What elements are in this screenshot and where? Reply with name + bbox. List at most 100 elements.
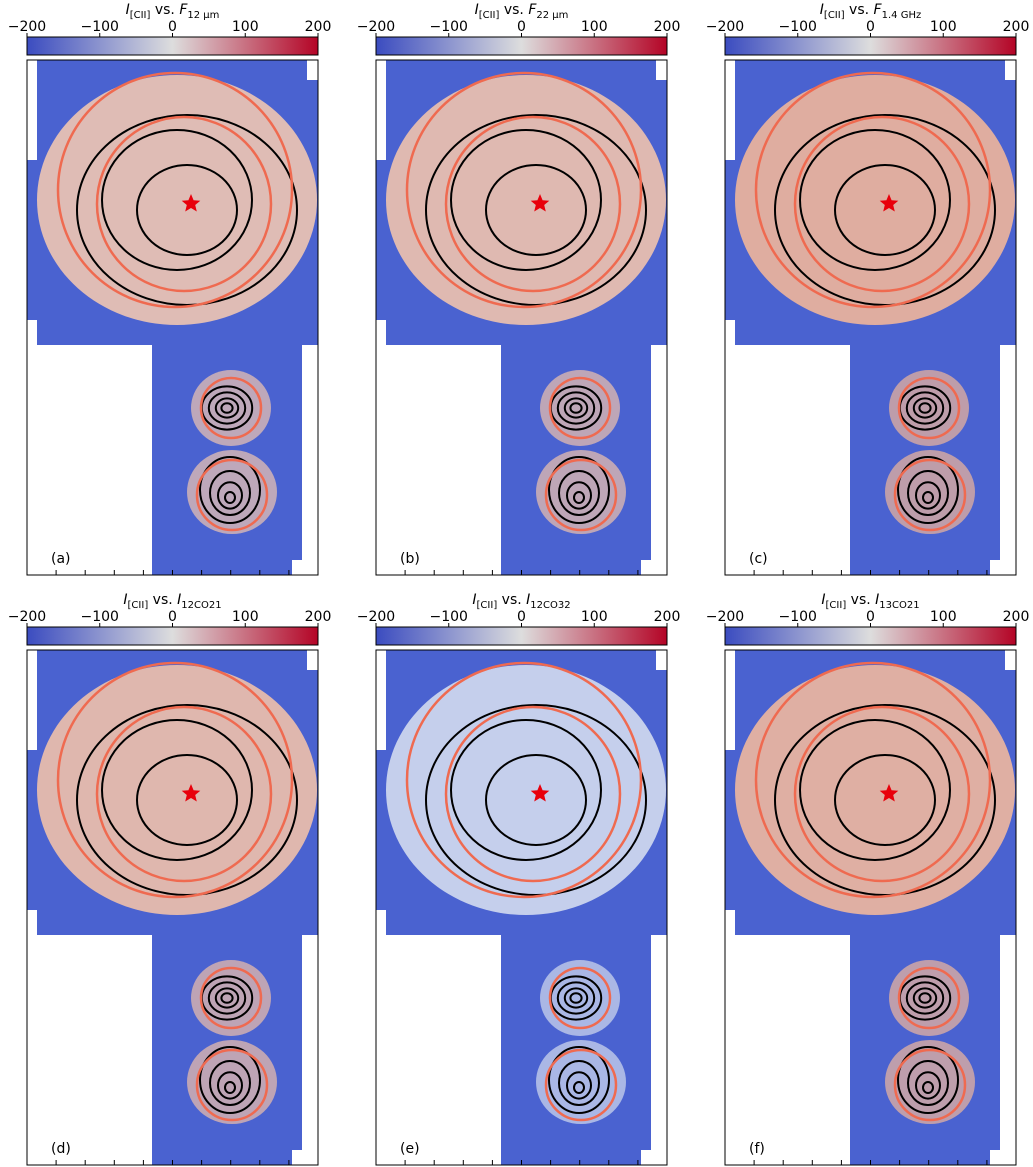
aperture xyxy=(897,966,961,1030)
title-part: [CII] xyxy=(128,600,149,611)
colorbar-tick-label: −100 xyxy=(779,609,817,625)
colorbar-tick-label: 200 xyxy=(654,609,681,625)
title-part: [CII] xyxy=(130,10,151,21)
contour xyxy=(76,114,298,306)
aperture xyxy=(548,966,612,1030)
source-halo xyxy=(540,370,620,446)
title-part: I xyxy=(177,592,181,608)
source-halo xyxy=(540,960,620,1036)
colorbar-title: I[CII] vs. I12CO32 xyxy=(472,592,570,611)
colorbar-tick-label: 0 xyxy=(168,19,177,35)
star xyxy=(530,784,550,802)
title-part: 22 µm xyxy=(536,10,568,21)
contour xyxy=(209,1060,251,1106)
title-part: I xyxy=(875,592,879,608)
aperture xyxy=(897,376,961,440)
title-part: I xyxy=(820,2,824,18)
contour xyxy=(573,1081,585,1094)
aperture xyxy=(195,458,269,532)
title-part: vs. xyxy=(845,2,874,18)
contour xyxy=(569,402,583,414)
colorbar-tick-label: −200 xyxy=(357,19,395,35)
contour xyxy=(556,391,596,425)
colorbar-tick-label: −100 xyxy=(779,19,817,35)
contour xyxy=(774,704,996,896)
warm-region xyxy=(386,665,666,915)
contour xyxy=(199,456,261,524)
contour xyxy=(548,1046,610,1114)
title-part: F xyxy=(179,2,188,18)
contour xyxy=(922,491,934,504)
aperture xyxy=(95,115,273,293)
contour xyxy=(912,987,938,1009)
aperture xyxy=(548,376,612,440)
contour xyxy=(799,129,951,271)
title-part: vs. xyxy=(497,592,526,608)
title-part: I xyxy=(526,592,530,608)
contour xyxy=(897,1046,959,1114)
contour xyxy=(922,1081,934,1094)
warm-region xyxy=(735,75,1015,325)
contour xyxy=(76,704,298,896)
aperture xyxy=(754,661,992,899)
colorbar-tick-label: 200 xyxy=(305,609,332,625)
contour xyxy=(915,481,941,510)
colorbar-tick-label: 0 xyxy=(517,609,526,625)
colorbar-title: I[CII] vs. F22 µm xyxy=(475,2,569,21)
title-part: I xyxy=(472,592,476,608)
contour xyxy=(207,981,247,1015)
aperture xyxy=(95,705,273,883)
contour xyxy=(569,992,583,1004)
contour xyxy=(220,992,234,1004)
colorbar-tick-label: −100 xyxy=(81,19,119,35)
contour xyxy=(209,470,251,516)
colorbar-tick-label: 0 xyxy=(517,19,526,35)
contour xyxy=(101,719,253,861)
colorbar xyxy=(26,626,319,646)
colorbar-tick-label: 200 xyxy=(654,19,681,35)
contour xyxy=(101,129,253,271)
title-part: I xyxy=(123,592,127,608)
title-part: [CII] xyxy=(826,600,847,611)
source-halo xyxy=(191,960,271,1036)
contour xyxy=(224,1081,236,1094)
title-part: F xyxy=(874,2,883,18)
colorbar-tick-label: 0 xyxy=(866,609,875,625)
aperture xyxy=(754,71,992,309)
aperture xyxy=(893,458,967,532)
contour xyxy=(548,456,610,524)
source-halo xyxy=(889,960,969,1036)
contour xyxy=(556,981,596,1015)
contour xyxy=(563,987,589,1009)
title-part: I xyxy=(475,2,479,18)
contour xyxy=(558,470,600,516)
aperture xyxy=(793,705,971,883)
title-part: vs. xyxy=(846,592,875,608)
contour xyxy=(897,456,959,524)
title-part: 1.4 GHz xyxy=(882,10,922,21)
contour xyxy=(485,754,587,846)
title-part: [CII] xyxy=(477,600,498,611)
contour xyxy=(912,397,938,419)
colorbar-title: I[CII] vs. I12CO21 xyxy=(123,592,221,611)
aperture xyxy=(195,1048,269,1122)
colorbar-tick-label: 0 xyxy=(866,19,875,35)
colorbar-tick-label: 100 xyxy=(930,19,957,35)
map xyxy=(725,650,1016,1165)
colorbar-tick-label: −200 xyxy=(706,19,744,35)
contour xyxy=(573,491,585,504)
title-part: 13CO21 xyxy=(879,600,919,611)
colorbar-tick-label: −100 xyxy=(430,19,468,35)
map xyxy=(376,60,667,575)
colorbar-tick-label: −100 xyxy=(430,609,468,625)
star xyxy=(879,784,899,802)
aperture xyxy=(444,705,622,883)
title-part: 12 µm xyxy=(187,10,219,21)
contour xyxy=(224,491,236,504)
contour xyxy=(214,397,240,419)
title-part: vs. xyxy=(499,2,528,18)
star xyxy=(181,194,201,212)
contour xyxy=(217,481,243,510)
contour xyxy=(485,164,587,256)
contour xyxy=(220,402,234,414)
